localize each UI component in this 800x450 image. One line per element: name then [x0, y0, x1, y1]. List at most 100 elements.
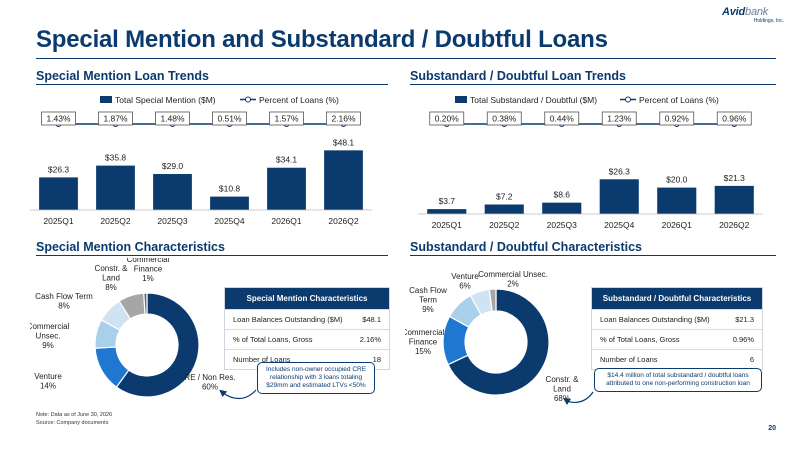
note-line: Note: Data as of June 30, 2026 [36, 412, 113, 418]
bar [542, 202, 582, 214]
slice-label-text: 9% [42, 341, 54, 350]
sd-callout-arrow [563, 391, 594, 405]
table-row: Number of Loans 6 [592, 349, 762, 369]
slice-label-text: 68% [554, 394, 570, 403]
percent-label: 1.43% [46, 114, 71, 124]
slice-label-text: Unsec. [36, 332, 61, 341]
sm-callout: Includes non-owner occupied CRE relation… [257, 362, 375, 394]
x-tick-label: 2025Q1 [432, 220, 463, 230]
percent-label-box [486, 111, 522, 126]
legend-label-bars: Total Special Mention ($M) [115, 95, 216, 105]
donut-slice [447, 288, 550, 396]
bar [714, 185, 754, 214]
sd-callout: $14.4 million of total substandard / dou… [594, 368, 762, 392]
bar [39, 177, 78, 210]
slice-label-text: RE / Non Res. [184, 373, 235, 382]
legend-label-bars: Total Substandard / Doubtful ($M) [470, 95, 597, 105]
slice-label-text: 14% [40, 382, 56, 391]
bar-value-label: $3.7 [438, 196, 455, 206]
percent-label: 1.48% [160, 114, 185, 124]
bar [96, 165, 135, 210]
slice-label-text: Commercial Unsec. [478, 270, 548, 279]
x-tick-label: 2025Q2 [100, 216, 131, 226]
percent-label-box [716, 111, 752, 126]
sm-trends-title: Special Mention Loan Trends [36, 69, 209, 83]
legend-swatch-bars [455, 96, 467, 103]
table-row: % of Total Loans, Gross 2.16% [225, 329, 389, 349]
percent-label-box [155, 111, 190, 126]
slice-label-text: 60% [202, 383, 218, 392]
percent-label-box [601, 111, 637, 126]
slice-label-text: Cash Flow Term [35, 292, 93, 301]
bar-value-label: $29.0 [162, 161, 184, 171]
sd-trends-rule [410, 84, 776, 85]
slice-label-text: Finance [409, 338, 438, 347]
slice-label: Commercial Unsec.2% [478, 270, 548, 289]
slice-label-text: Constr. & [546, 375, 580, 384]
bar-value-label: $48.1 [333, 137, 355, 147]
percent-label-box [41, 111, 76, 126]
sm-table-header: Special Mention Characteristics [225, 288, 389, 309]
chart-legend: Total Special Mention ($M) Percent of Loa… [100, 95, 339, 105]
x-tick-label: 2025Q2 [489, 220, 520, 230]
company-logo: Avidbank Holdings, Inc. [722, 6, 786, 28]
table-row: % of Total Loans, Gross 0.96% [592, 329, 762, 349]
x-tick-label: 2025Q3 [547, 220, 578, 230]
x-tick-label: 2026Q2 [328, 216, 359, 226]
percent-label: 2.16% [331, 114, 356, 124]
sd-trends-title: Substandard / Doubtful Loan Trends [410, 69, 626, 83]
source-line: Source: Company documents [36, 420, 109, 426]
slice-label-text: Commercial [127, 258, 170, 264]
percent-label: 1.23% [607, 114, 632, 124]
bar-value-label: $34.1 [276, 155, 298, 165]
sd-chars-rule [410, 255, 776, 256]
sm-characteristics-table: Special Mention Characteristics Loan Bal… [224, 287, 390, 370]
bar-value-label: $26.3 [48, 164, 70, 174]
x-tick-label: 2025Q4 [214, 216, 245, 226]
donut-slice [488, 288, 497, 312]
sd-trend-chart: Total Substandard / Doubtful ($M) Percent… [418, 95, 763, 230]
percent-label: 0.44% [550, 114, 575, 124]
percent-label: 0.51% [217, 114, 242, 124]
x-tick-label: 2025Q1 [43, 216, 74, 226]
slice-label-text: 6% [459, 282, 471, 291]
sd-characteristics-table: Substandard / Doubtful Characteristics L… [591, 287, 763, 370]
slice-label-text: Land [102, 274, 120, 283]
legend-label-line: Percent of Loans (%) [639, 95, 719, 105]
slice-label-text: Cash Flow [409, 286, 447, 295]
sm-trend-chart: Total Special Mention ($M) Percent of Loa… [30, 95, 372, 226]
bar [267, 167, 306, 210]
percent-label-box [544, 111, 580, 126]
bar [324, 150, 363, 210]
slice-label-text: 15% [415, 347, 431, 356]
x-tick-label: 2025Q3 [157, 216, 188, 226]
sm-trends-rule [36, 84, 388, 85]
slice-label-text: Commercial [405, 328, 445, 337]
bar [599, 179, 639, 214]
bar-value-label: $20.0 [666, 175, 688, 185]
percent-label-box [212, 111, 247, 126]
slice-label-text: Finance [134, 265, 163, 274]
percent-label: 0.20% [435, 114, 460, 124]
x-tick-label: 2026Q2 [719, 220, 750, 230]
bar-value-label: $21.3 [724, 173, 746, 183]
slice-label: RE / Non Res.60% [184, 373, 235, 392]
x-tick-label: 2025Q4 [604, 220, 635, 230]
bar [153, 174, 192, 210]
slice-label-text: Term [419, 296, 437, 305]
title-divider [36, 58, 776, 59]
bar-value-label: $10.8 [219, 184, 241, 194]
percent-label: 0.38% [492, 114, 517, 124]
percent-label-box [269, 111, 304, 126]
legend-label-line: Percent of Loans (%) [259, 95, 339, 105]
slice-label-text: 9% [422, 305, 434, 314]
percent-label-box [659, 111, 695, 126]
bar [427, 209, 467, 214]
sd-table-header: Substandard / Doubtful Characteristics [592, 288, 762, 309]
slice-label-text: 1% [142, 274, 154, 283]
percent-label-box [98, 111, 133, 126]
